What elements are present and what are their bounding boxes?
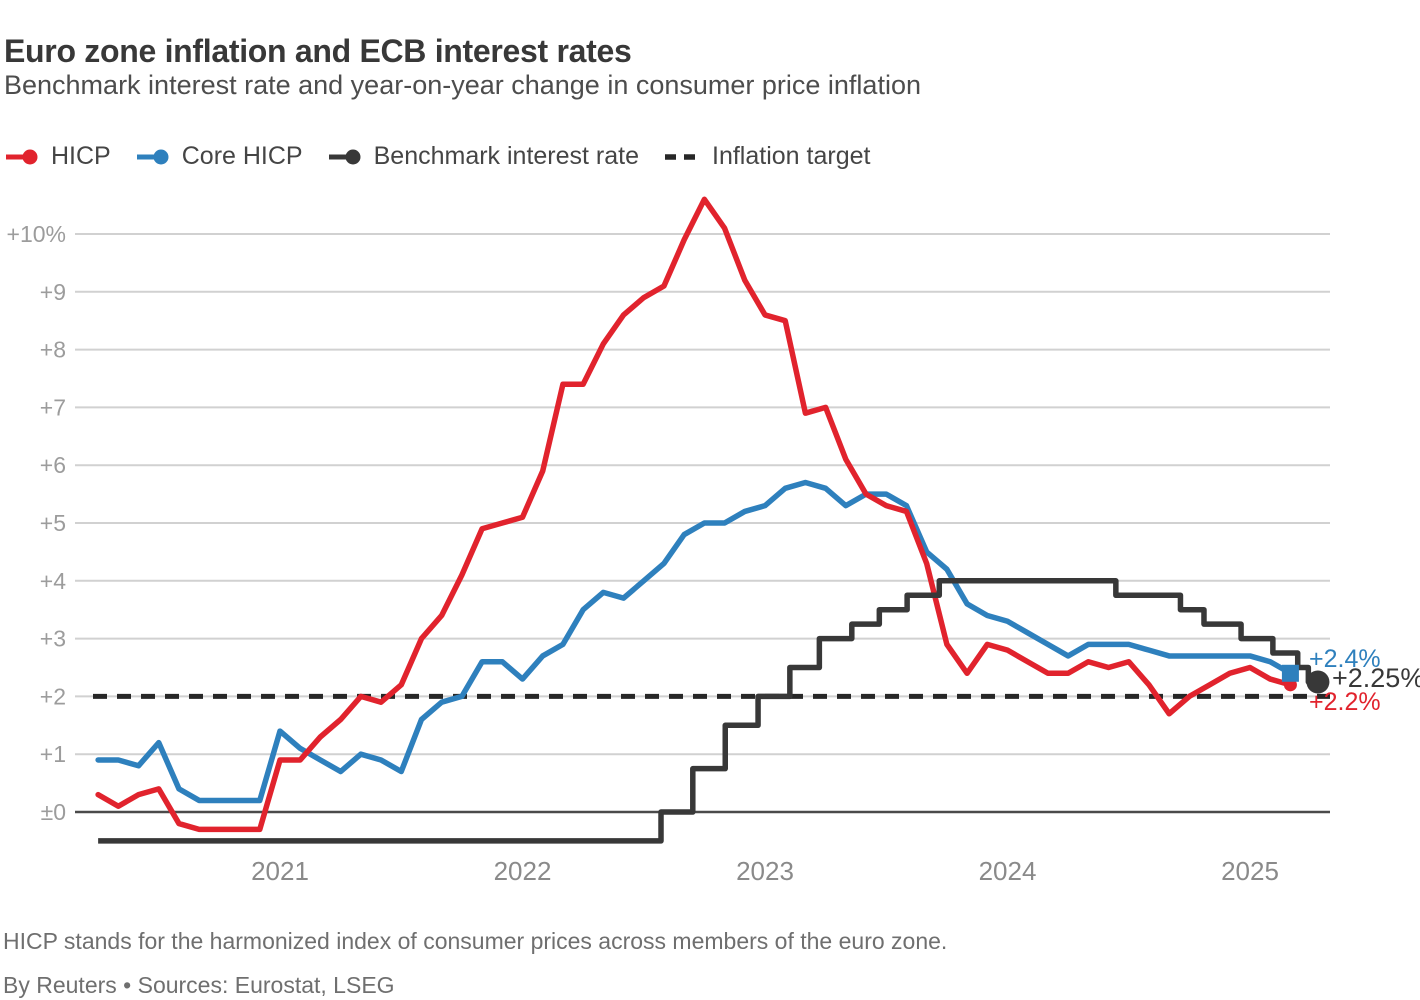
legend-item-benchmark: Benchmark interest rate (327, 142, 639, 171)
hicp-end-value-label: +2.2% (1309, 688, 1381, 716)
x-tick-label: 2023 (736, 856, 794, 886)
byline: By Reuters • Sources: Eurostat, LSEG (3, 972, 395, 998)
y-tick-label: +9 (40, 279, 66, 305)
x-tick-label: 2024 (979, 856, 1037, 886)
y-tick-label: ±0 (41, 799, 66, 825)
y-tick-label: +4 (40, 568, 66, 594)
y-tick-label: +6 (40, 452, 66, 478)
legend-item-inflation-target: Inflation target (663, 142, 870, 171)
core-hicp-line-dot-icon (136, 149, 169, 164)
legend: HICP Core HICP Benchmark interest rate I… (4, 142, 870, 171)
core-hicp-end-marker (1281, 664, 1299, 682)
benchmark-end-value-label: +2.25% (1332, 663, 1420, 693)
y-tick-label: +10% (7, 221, 66, 247)
core-hicp-line (95, 479, 1294, 804)
y-tick-label: +1 (40, 741, 66, 767)
footnote: HICP stands for the harmonized index of … (3, 928, 948, 954)
legend-label-hicp: HICP (51, 142, 111, 170)
legend-label-benchmark: Benchmark interest rate (373, 142, 640, 170)
legend-item-core-hicp: Core HICP (135, 142, 303, 171)
y-tick-label: +5 (40, 510, 66, 536)
benchmark-end-dot (1306, 670, 1330, 694)
y-tick-label: +2 (40, 683, 66, 709)
x-tick-label: 2022 (494, 856, 552, 886)
x-tick-label: 2025 (1221, 856, 1279, 886)
legend-label-inflation-target: Inflation target (712, 142, 871, 170)
hicp-line (95, 196, 1294, 833)
y-tick-label: +3 (40, 626, 66, 652)
hicp-line-dot-icon (6, 149, 38, 164)
chart-subtitle: Benchmark interest rate and year-on-year… (4, 70, 921, 100)
x-tick-label: 2021 (251, 856, 309, 886)
y-tick-label: +7 (40, 394, 66, 420)
benchmark-rate-line (98, 578, 1318, 844)
legend-item-hicp: HICP (4, 142, 111, 171)
dashed-line-icon (665, 153, 700, 160)
chart-title: Euro zone inflation and ECB interest rat… (4, 33, 632, 70)
legend-label-core-hicp: Core HICP (181, 142, 303, 170)
benchmark-line-dot-icon (328, 149, 361, 164)
y-tick-label: +8 (40, 337, 66, 363)
core-hicp-end-value-label: +2.4% (1309, 645, 1381, 673)
